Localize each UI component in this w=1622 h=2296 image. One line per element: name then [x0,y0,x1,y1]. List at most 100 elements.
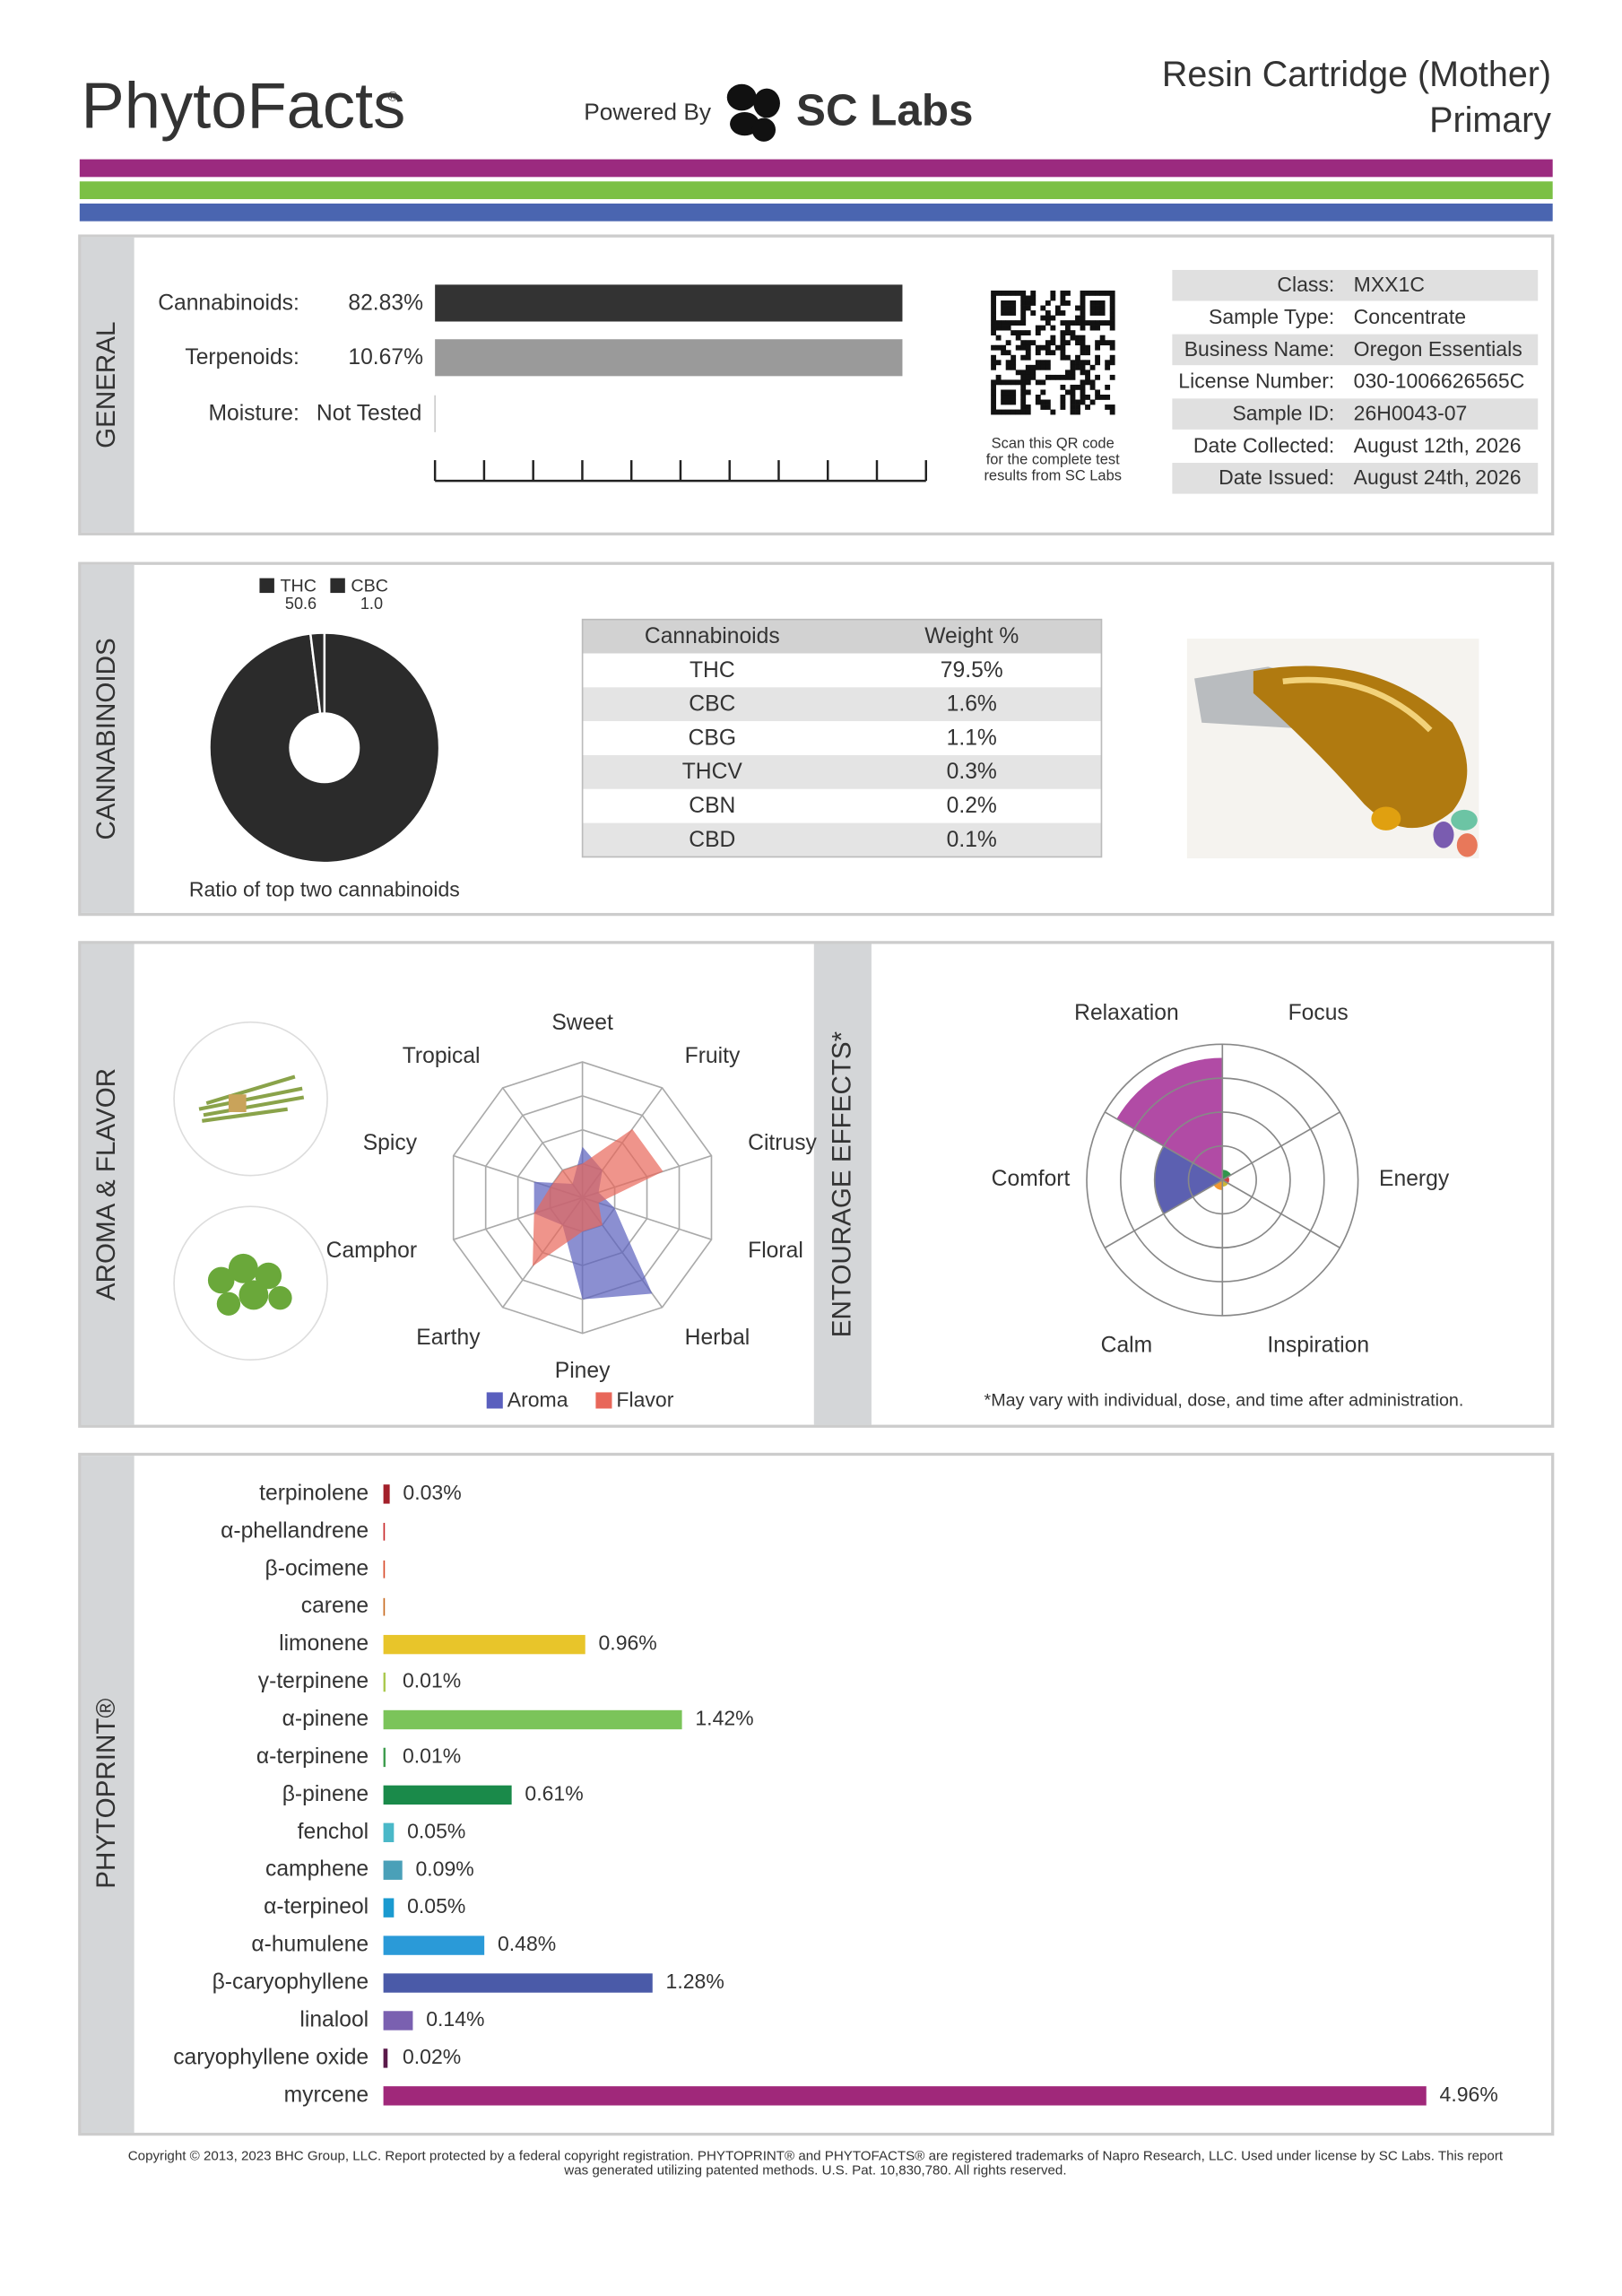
qr-module [1109,360,1115,366]
qr-module [1089,384,1096,390]
qr-module [1060,295,1066,301]
info-row-bg [1172,398,1539,430]
qr-module [1070,335,1076,341]
effect-sector [1222,1176,1229,1184]
qr-module [1030,310,1037,316]
qr-module [995,320,1002,326]
qr-module [1089,379,1096,386]
qr-module [1095,325,1101,331]
qr-caption: Scan this QR code [992,435,1115,451]
qr-module [1001,344,1007,351]
legend-swatch [595,1392,612,1409]
table-cell: CBC [689,692,735,717]
polar-spoke [1104,1111,1223,1181]
qr-module [1060,330,1066,336]
qr-module [1065,330,1071,336]
terpene-value: 1.28% [666,1970,724,1993]
qr-module [1109,290,1115,296]
terpene-bar [383,2086,1427,2106]
qr-module [1080,305,1086,311]
qr-module [1001,395,1007,400]
qr-module [1005,379,1011,386]
qr-module [1095,344,1101,351]
qr-module [1030,340,1037,346]
qr-module [995,360,1002,366]
row-value: Not Tested [317,402,421,426]
qr-module [1025,379,1031,386]
qr-module [1109,374,1115,380]
terpene-name: carene [301,1594,369,1618]
qr-module [1105,360,1111,366]
qr-module [1099,395,1106,400]
qr-module [1080,395,1086,400]
terpene-bar [383,1935,485,1955]
qr-module [1070,389,1076,396]
qr-module [1020,340,1027,346]
qr-module [1095,389,1101,396]
effect-label: Comfort [992,1167,1071,1191]
qr-module [1070,370,1076,376]
terpene-bar [383,1672,386,1692]
qr-module [995,290,1002,296]
qr-module [991,389,996,396]
radar-area [533,1128,664,1266]
qr-module [1040,305,1046,311]
terpene-bar [383,1860,403,1880]
terpene-value: 0.09% [415,1857,473,1880]
radar-label: Citrusy [748,1131,817,1155]
summary-bar [435,339,903,377]
qr-module [1054,374,1061,380]
info-value: Concentrate [1354,305,1466,328]
qr-module [1030,370,1037,376]
terpene-bar [383,1709,682,1730]
qr-module [991,325,996,331]
terpene-name: β-ocimene [265,1556,369,1580]
qr-module [1020,305,1027,311]
qr-module [1080,399,1086,405]
qr-module [1005,389,1011,396]
qr-module [1109,320,1115,326]
qr-module [1060,340,1066,346]
lab-name: SC Labs [796,86,973,135]
info-value: 26H0043-07 [1354,402,1468,425]
qr-module [1070,320,1076,326]
qr-module [1045,320,1051,326]
qr-module [1109,295,1115,301]
qr-module [1075,384,1080,390]
info-label: License Number: [1178,370,1334,393]
qr-module [1060,320,1066,326]
qr-module [1080,379,1086,386]
info-value: August 24th, 2026 [1354,465,1522,489]
qr-module [991,354,996,361]
qr-module [1065,370,1071,376]
qr-module [1005,340,1011,346]
effect-label: Inspiration [1267,1333,1369,1357]
qr-module [1060,354,1066,361]
qr-module [1050,340,1056,346]
qr-caption: for the complete test [986,451,1120,467]
qr-module [1080,290,1086,296]
qr-module [1099,340,1106,346]
qr-module [1109,340,1115,346]
qr-module [1045,360,1051,366]
qr-module [1005,320,1011,326]
qr-module [1010,354,1017,361]
terpene-name: α-pinene [282,1707,369,1731]
qr-module [1089,305,1096,311]
qr-module [1001,305,1007,311]
qr-module [1020,409,1027,415]
radar-label: Herbal [685,1326,750,1350]
qr-module [1050,335,1056,341]
qr-module [1085,395,1090,400]
qr-module [1020,404,1027,410]
qr-module [1060,335,1066,341]
qr-module [1095,290,1101,296]
qr-module [1035,399,1041,405]
row-value: 82.83% [348,291,423,315]
terpene-value: 1.42% [695,1707,753,1730]
qr-module [1010,330,1017,336]
donut-hole [289,712,360,784]
qr-module [1060,384,1066,390]
qr-module [1005,305,1011,311]
